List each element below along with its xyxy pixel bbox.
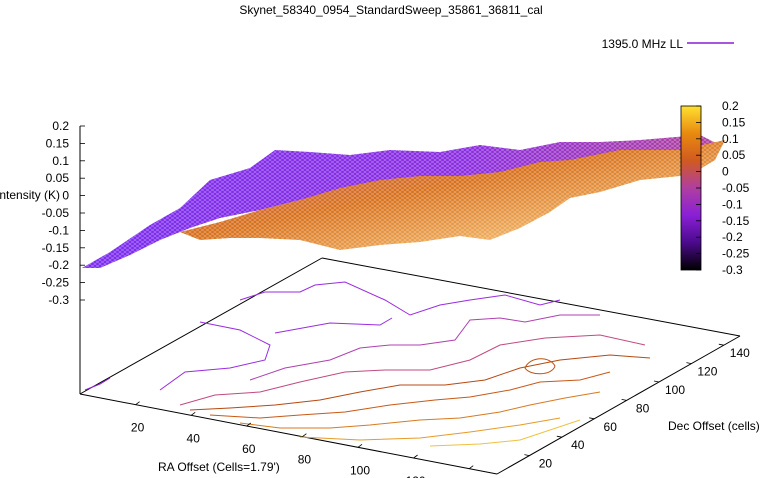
contour-line [429,419,581,447]
ra-axis-label: RA Offset (Cells=1.79') [158,460,280,474]
ra-tick-label: 60 [242,442,256,456]
ra-tick-label: 40 [187,431,201,445]
ra-tick-label: 80 [298,453,312,467]
ra-tick [357,444,363,448]
ra-tick-label: 120 [406,474,426,478]
colorbar-tick-label: 0.05 [722,148,746,162]
legend: 1395.0 MHz LL [602,37,734,51]
contour-line [84,377,111,391]
colorbar-tick-label: -0.3 [722,263,743,277]
z-axis-label: Intensity (K) [0,188,60,202]
z-tick-label: -0.2 [48,258,69,272]
z-tick-label: -0.05 [42,206,70,220]
contour-line [239,281,561,316]
colorbar-tick-label: -0.2 [722,230,743,244]
surface-mesh [82,135,725,268]
dec-tick [621,399,627,401]
ra-tick [302,433,307,437]
dec-tick-label: 80 [636,401,650,415]
ra-tick-label: 20 [131,421,145,435]
dec-tick [524,454,530,456]
contour-line [239,391,601,429]
ra-tick [246,422,252,427]
colorbar-tick-label: -0.25 [722,247,750,261]
contour-line [249,314,600,381]
colorbar-tick-label: 0.15 [722,115,746,129]
surface-front-mesh [180,140,725,250]
dec-tick [556,435,562,438]
ra-tick-label: 100 [350,463,370,477]
z-tick-label: 0 [62,189,69,203]
z-axis: 0.2 0.15 0.1 0.05 0 -0.05 -0.1 -0.15 -0.2 -0.25 -0… [42,119,85,394]
colorbar-tick-label: 0.1 [722,132,739,146]
base-edge-left [79,257,323,395]
dec-tick [718,343,724,346]
dec-tick-label: 40 [571,438,585,452]
dec-tick-label: 120 [697,365,717,379]
colorbar-tick-label: -0.05 [722,181,750,195]
colorbar: 0.2 0.15 0.1 0.05 0 -0.05 -0.1 -0.15 -0.2 -0.25 -0… [680,99,750,277]
dec-axis: 20 40 60 80 100 120 140 [524,343,750,471]
contour-line [299,417,561,441]
contour-line [209,371,611,419]
ra-tick [468,465,474,469]
contour-line [524,358,556,375]
z-tick-label: -0.3 [48,293,69,307]
z-tick-label: 0.1 [52,154,69,168]
dec-tick-label: 140 [730,346,750,360]
z-tick-label: 0.15 [46,136,70,150]
dec-tick [589,417,595,420]
z-tick-label: 0.05 [46,171,70,185]
colorbar-tick-label: -0.1 [722,197,743,211]
dec-tick-label: 60 [604,420,618,434]
contour-line [274,317,393,334]
colorbar-ticks: 0.2 0.15 0.1 0.05 0 -0.05 -0.1 -0.15 -0.2 -0.25 -0… [696,99,750,277]
contour-line [189,354,651,411]
z-tick-label: -0.15 [42,241,70,255]
dec-tick [653,380,660,383]
z-tick-label: 0.2 [52,119,69,133]
chart-title: Skynet_58340_0954_StandardSweep_35861_36… [239,3,542,17]
dec-tick-label: 100 [665,383,685,397]
dec-axis-label: Dec Offset (cells) [668,419,760,433]
z-tick-label: -0.25 [42,276,70,290]
base-edge-right [496,335,741,475]
ra-tick [413,454,418,459]
z-tick-label: -0.1 [48,223,69,237]
contour-line [159,321,271,391]
base-edge-back [321,257,741,337]
base-plane [79,257,741,475]
colorbar-tick-label: -0.15 [722,214,750,228]
ra-tick [190,412,196,416]
dec-tick-label: 20 [539,457,553,471]
colorbar-tick-label: 0 [722,165,729,179]
contours [84,281,651,447]
legend-label: 1395.0 MHz LL [602,37,684,51]
ra-tick [135,401,140,405]
contour-line [179,334,646,406]
base-edge-front [79,393,498,475]
colorbar-tick-label: 0.2 [722,99,739,113]
dec-tick [686,362,692,364]
